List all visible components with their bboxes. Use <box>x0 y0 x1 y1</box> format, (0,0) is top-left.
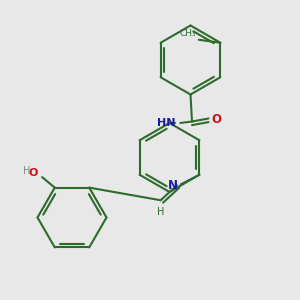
Text: O: O <box>28 168 38 178</box>
Text: HN: HN <box>157 118 176 128</box>
Text: H: H <box>23 166 31 176</box>
Text: CH₃: CH₃ <box>180 29 196 38</box>
Text: H: H <box>157 207 164 217</box>
Text: O: O <box>211 112 221 126</box>
Text: N: N <box>168 179 178 192</box>
